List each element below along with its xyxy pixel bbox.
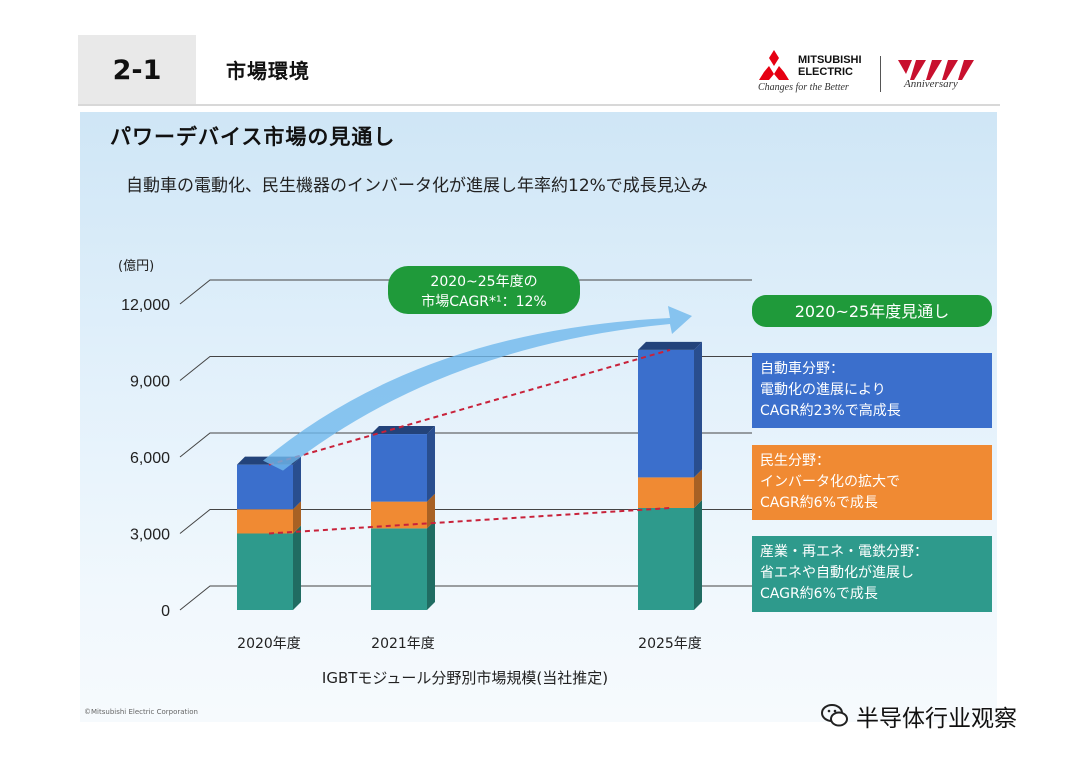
section-title: 市場環境 xyxy=(226,59,310,83)
callout-text: 省エネや自動化が進展し xyxy=(760,565,914,581)
callout-text: CAGR約6%で成長 xyxy=(760,495,878,511)
grid-line xyxy=(179,356,752,381)
bar-segment xyxy=(638,508,694,610)
slide-title: パワーデバイス市場の見通し xyxy=(110,125,396,149)
cagr-label-line-1: 2020~25年度の xyxy=(430,274,537,290)
watermark: 半导体行业观察 xyxy=(820,699,1017,733)
cagr-pill xyxy=(388,266,580,314)
callout-text: 自動車分野： xyxy=(760,360,844,377)
y-tick-label: 6,000 xyxy=(130,450,170,467)
logo-tagline: Changes for the Better xyxy=(758,82,849,93)
grid-line xyxy=(179,585,752,611)
grid-line xyxy=(179,509,752,534)
bar-segment xyxy=(237,464,293,510)
bar-segment xyxy=(371,434,427,502)
three-diamonds-icon xyxy=(759,50,789,80)
header-divider xyxy=(78,104,1000,106)
callout-text: 産業・再エネ・電鉄分野： xyxy=(760,544,928,560)
logo-line-1: MITSUBISHI xyxy=(798,54,862,66)
section-number: 2-1 xyxy=(78,35,196,105)
y-unit-label: (億円) xyxy=(118,258,154,274)
y-tick-label: 0 xyxy=(161,603,170,620)
logo-line-2: ELECTRIC xyxy=(798,66,853,78)
growth-arrow xyxy=(263,306,692,471)
bar-segment xyxy=(237,533,293,610)
header-bar xyxy=(78,35,1000,105)
copyright-text: ©Mitsubishi Electric Corporation xyxy=(84,708,198,716)
callout-text: インバータ化の拡大で xyxy=(760,474,900,490)
bar-segment xyxy=(638,349,694,478)
trend-line-industrial xyxy=(268,507,671,535)
bar-segment xyxy=(237,509,293,534)
bar-side xyxy=(427,493,435,529)
wechat-icon xyxy=(821,704,848,727)
x-tick-label: 2020年度 xyxy=(237,636,301,652)
anniversary-text: Anniversary xyxy=(904,78,958,90)
bar-segment xyxy=(638,477,694,508)
bar-side xyxy=(427,520,435,610)
bar-side xyxy=(293,456,301,510)
callout-box xyxy=(752,536,992,612)
outlook-pill xyxy=(752,295,992,327)
x-tick-label: 2025年度 xyxy=(638,636,702,652)
x-axis-label: IGBTモジュール分野別市場規模(当社推定) xyxy=(322,669,608,687)
callout-text: 民生分野： xyxy=(760,453,830,469)
bar-side xyxy=(427,426,435,502)
callout-text: CAGR約23%で高成長 xyxy=(760,402,901,419)
outlook-label: 2020~25年度見通し xyxy=(795,302,950,321)
bar-side xyxy=(694,469,702,508)
trend-line-total xyxy=(268,348,671,466)
cagr-label-line-2: 市場CAGR*¹：12% xyxy=(421,293,546,310)
bar-top xyxy=(638,341,702,350)
watermark-text: 半导体行业观察 xyxy=(856,706,1017,732)
anniversary-logo-icon xyxy=(898,60,974,80)
y-tick-label: 12,000 xyxy=(121,297,170,314)
logo-separator xyxy=(880,56,881,92)
callout-box xyxy=(752,353,992,428)
callout-text: CAGR約6%で成長 xyxy=(760,586,878,602)
bar-side xyxy=(293,501,301,534)
bar-segment xyxy=(371,528,427,610)
y-tick-label: 9,000 xyxy=(130,374,170,391)
grid-line xyxy=(179,432,752,458)
bar-top xyxy=(371,426,435,435)
company-logo: MITSUBISHI ELECTRIC Changes for the Bett… xyxy=(756,50,996,96)
bar-side xyxy=(293,525,301,610)
callout-box xyxy=(752,445,992,520)
bar-side xyxy=(694,341,702,478)
bar-side xyxy=(694,500,702,610)
callout-text: 電動化の進展により xyxy=(760,382,886,398)
slide-subtitle: 自動車の電動化、民生機器のインバータ化が進展し年率約12%で成長見込み xyxy=(126,176,708,196)
x-tick-label: 2021年度 xyxy=(371,636,435,652)
y-tick-label: 3,000 xyxy=(130,527,170,544)
